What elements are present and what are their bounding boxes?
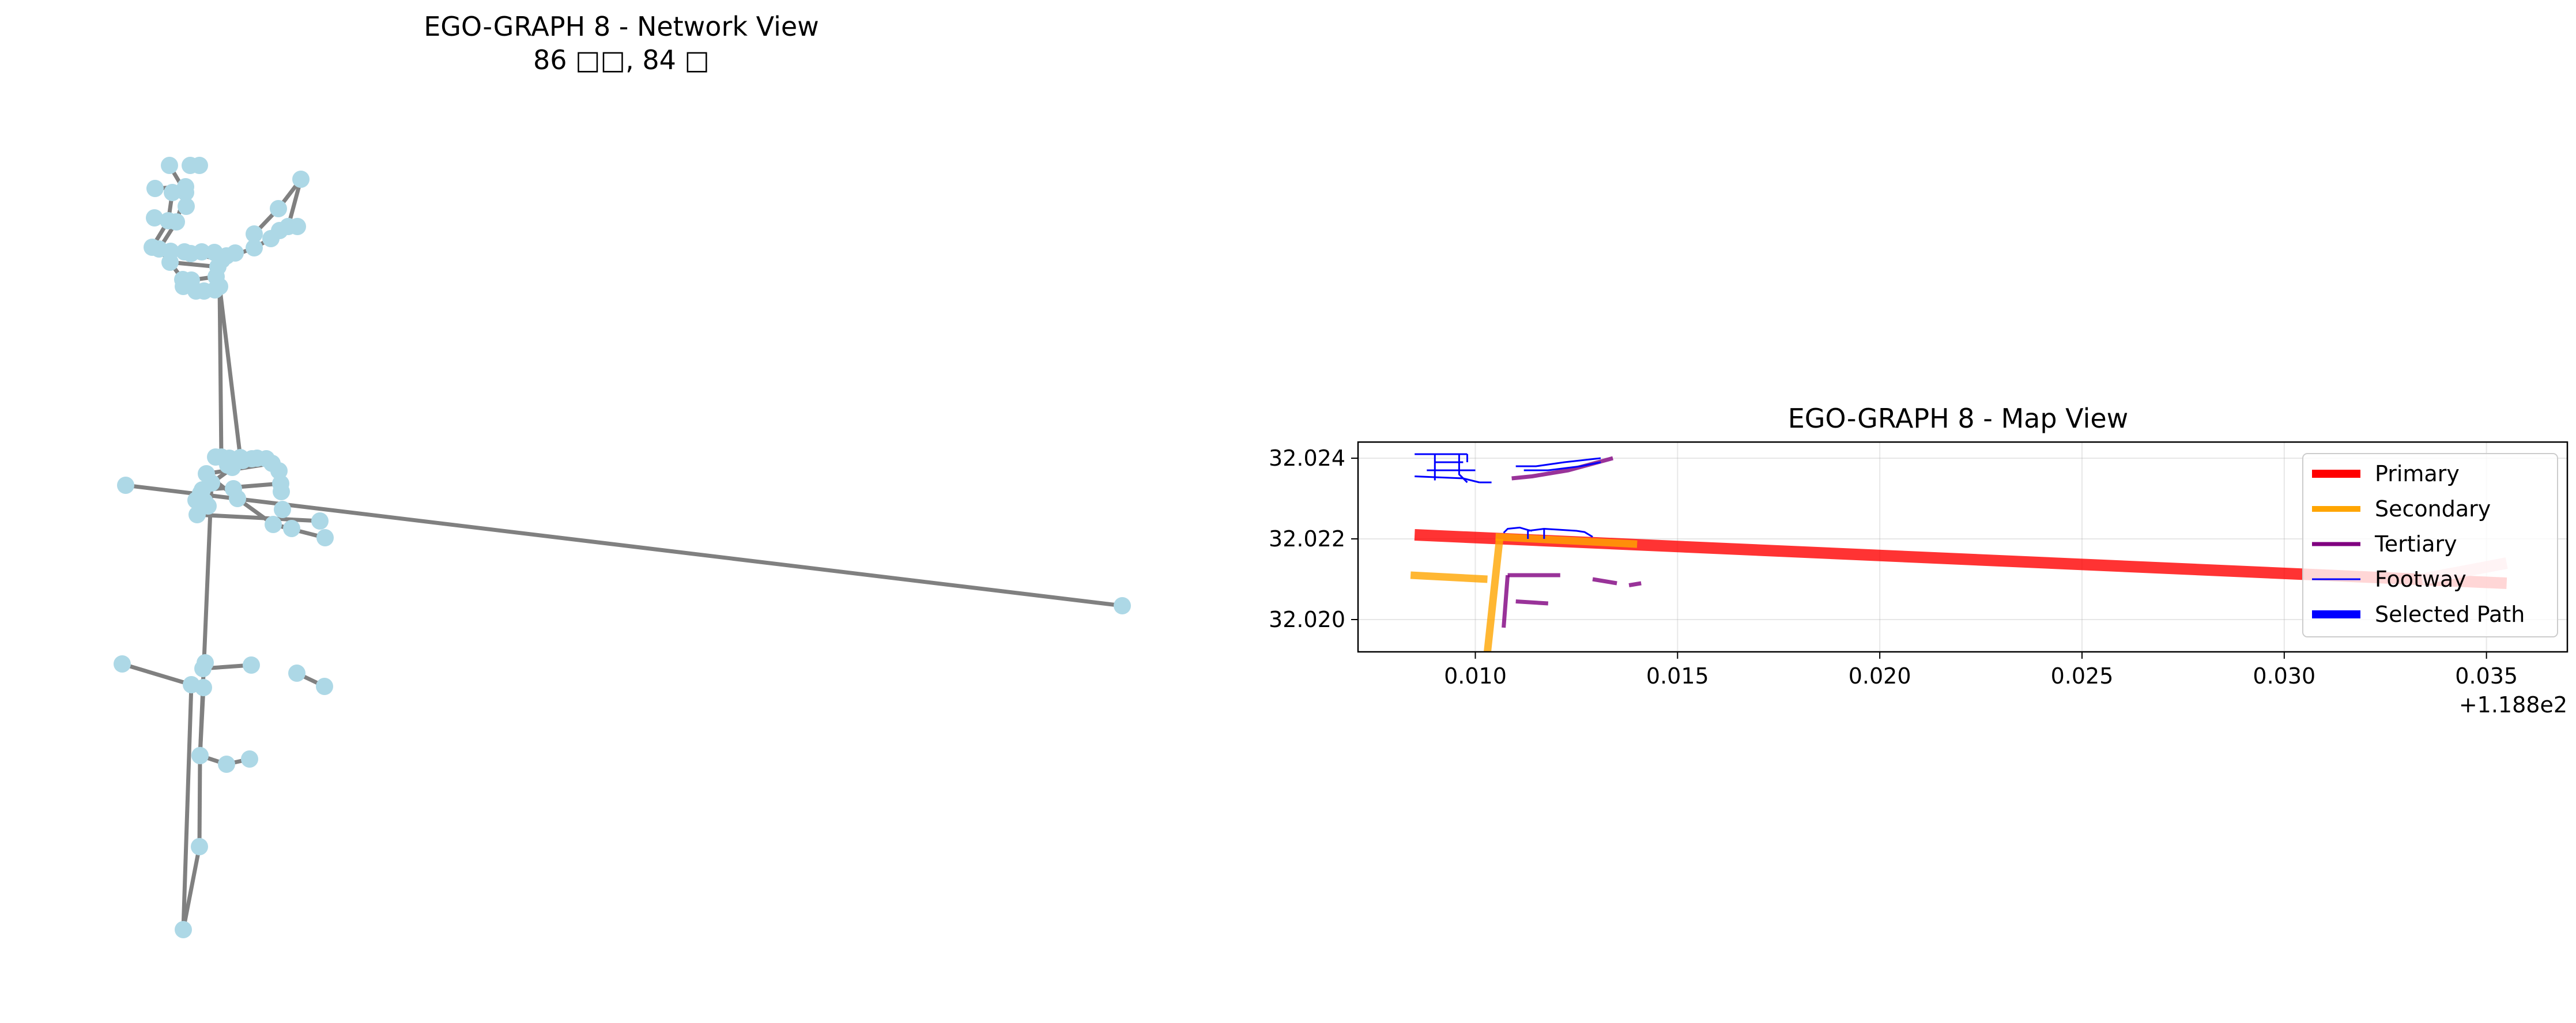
network-nodes	[114, 157, 1131, 938]
network-node	[227, 244, 244, 262]
road-footway	[1523, 461, 1601, 471]
network-edge	[181, 684, 194, 930]
road-tertiary	[1502, 575, 1510, 628]
legend-label: Secondary	[2375, 496, 2491, 522]
road-tertiary	[1515, 599, 1549, 606]
network-node	[292, 171, 310, 188]
network-node	[178, 198, 195, 215]
map-axes: 0.010 0.015 0.020 0.025 0.030 0.035 32.020 32.0…	[1269, 441, 2569, 718]
legend-box	[2302, 453, 2558, 637]
network-node	[246, 225, 263, 243]
map-axes-frame	[1357, 441, 2569, 653]
network-edges	[121, 164, 1123, 930]
network-node	[288, 665, 306, 682]
network-node	[191, 157, 208, 174]
road-footway	[1458, 454, 1468, 484]
network-node	[161, 254, 179, 271]
network-edge	[217, 286, 224, 458]
legend-label: Tertiary	[2374, 531, 2457, 557]
network-edge	[121, 662, 193, 687]
network-edge	[197, 755, 202, 847]
network-node	[195, 679, 212, 696]
network-node	[265, 516, 282, 533]
road-secondary	[1410, 571, 1488, 583]
road-footway	[1528, 528, 1593, 538]
map-title: EGO-GRAPH 8 - Map View	[1788, 403, 2129, 434]
x-tick-label: 0.035	[2455, 663, 2518, 689]
legend-label: Footway	[2375, 567, 2466, 592]
network-edge	[197, 512, 320, 523]
network-edge	[181, 846, 202, 930]
network-node	[283, 520, 300, 537]
road-secondary	[1495, 533, 1638, 548]
x-tick-label: 0.010	[1444, 663, 1507, 689]
network-node	[193, 243, 210, 261]
network-edge	[217, 286, 243, 458]
network-node	[229, 490, 246, 507]
network-node	[273, 483, 290, 500]
y-tick-label: 32.024	[1269, 446, 1345, 471]
network-node	[243, 656, 260, 674]
network-node	[168, 213, 185, 231]
network-node	[289, 218, 306, 235]
x-tick-label: 0.030	[2253, 663, 2315, 689]
network-node	[161, 157, 178, 174]
x-offset-label: +1.188e2	[2459, 692, 2567, 718]
network-node	[246, 239, 263, 256]
network-node	[316, 529, 334, 546]
network-node	[262, 230, 280, 247]
network-node	[188, 506, 206, 523]
network-node	[224, 459, 241, 476]
y-tick-label: 32.022	[1269, 526, 1345, 552]
network-node	[194, 660, 212, 677]
network-edge	[125, 483, 1123, 608]
network-node	[311, 512, 329, 530]
road-footway	[1415, 475, 1480, 484]
network-node	[270, 200, 287, 217]
x-tick-label: 0.020	[1849, 663, 1911, 689]
x-tick-label: 0.015	[1646, 663, 1709, 689]
network-node	[218, 756, 235, 773]
road-tertiary	[1592, 577, 1617, 586]
legend: Primary Secondary Tertiary Footway Selected …	[2302, 453, 2558, 637]
network-node	[146, 180, 164, 197]
y-tick-label: 32.020	[1269, 607, 1345, 632]
legend-label: Selected Path	[2375, 602, 2525, 627]
network-node	[177, 184, 194, 201]
road-secondary	[1484, 538, 1504, 652]
network-node	[146, 209, 163, 227]
network-node	[114, 655, 131, 673]
network-edge	[198, 687, 206, 756]
network-node	[1114, 597, 1131, 614]
network-node	[270, 462, 288, 480]
x-tick-label: 0.025	[2051, 663, 2114, 689]
network-node	[274, 501, 291, 518]
network-node	[117, 477, 134, 494]
network-node	[211, 278, 228, 295]
road-footway	[1515, 457, 1601, 467]
network-node	[196, 493, 213, 510]
network-node	[203, 474, 220, 492]
road-tertiary	[1628, 581, 1642, 587]
network-node	[191, 838, 208, 855]
network-node	[175, 921, 192, 938]
network-node	[241, 750, 258, 768]
network-title-line1: EGO-GRAPH 8 - Network View	[424, 11, 819, 42]
network-node	[191, 747, 209, 764]
legend-label: Primary	[2375, 461, 2460, 486]
network-node	[164, 184, 181, 201]
network-title-line2: 86 □□, 84 □	[533, 44, 710, 76]
network-node	[316, 678, 333, 695]
